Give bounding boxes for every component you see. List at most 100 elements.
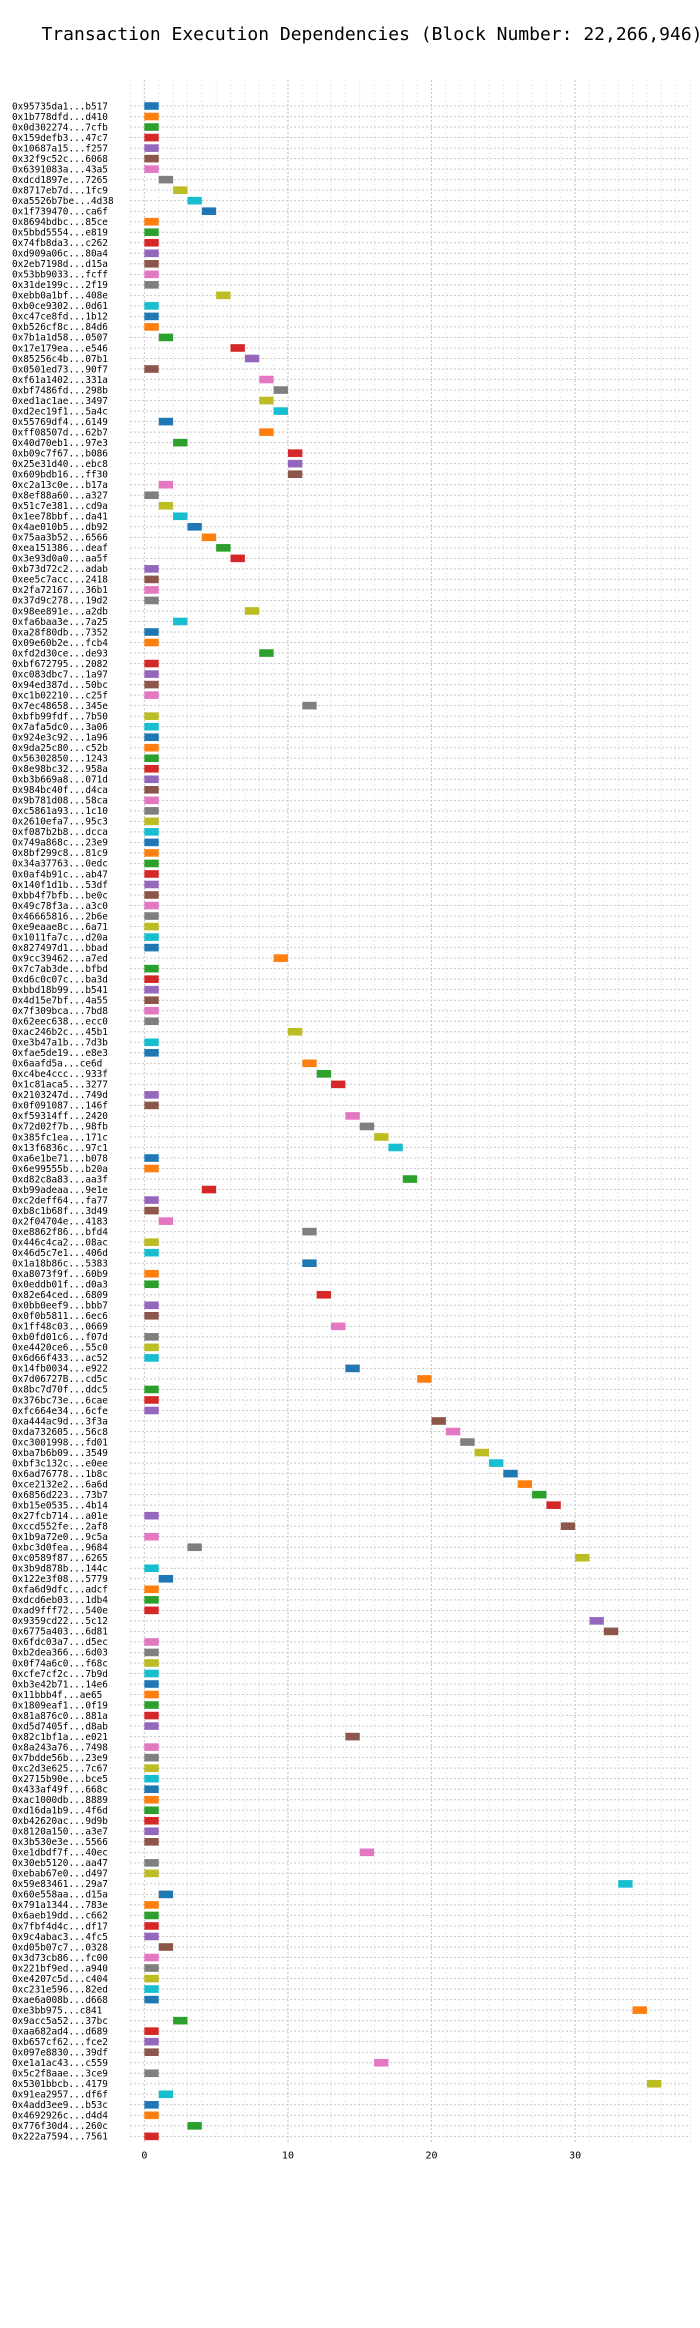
transaction-bar bbox=[503, 1469, 518, 1478]
transaction-label: 0x159defb3...47c7 bbox=[12, 133, 108, 144]
transaction-bar bbox=[144, 2027, 159, 2035]
transaction-bar bbox=[173, 2016, 188, 2025]
transaction-label: 0xba7b6b09...3549 bbox=[12, 1448, 108, 1459]
transaction-bar bbox=[201, 533, 217, 542]
transaction-label: 0x9b781d08...58ca bbox=[12, 796, 108, 807]
transaction-label: 0xd909a06c...80a4 bbox=[12, 249, 108, 260]
transaction-label: 0xee5c7acc...2418 bbox=[12, 575, 108, 586]
transaction-label: 0xf61a1402...331a bbox=[12, 375, 108, 386]
transaction-label: 0xc3001998...fd01 bbox=[12, 1437, 108, 1448]
transaction-bar bbox=[144, 228, 159, 237]
transaction-label: 0x140f1d1b...53df bbox=[12, 880, 108, 891]
transaction-bar bbox=[144, 659, 159, 668]
transaction-label: 0x40d70eb1...97e3 bbox=[12, 438, 108, 449]
transaction-bar bbox=[144, 1269, 159, 1278]
transaction-label: 0x5c2f8aae...3ce9 bbox=[12, 2069, 108, 2080]
transaction-label: 0xe1a1ac43...c559 bbox=[12, 2058, 108, 2069]
transaction-bar bbox=[144, 849, 159, 857]
transaction-label: 0xc47ce8fd...1b12 bbox=[12, 312, 108, 323]
transaction-label: 0x95735da1...b517 bbox=[12, 101, 108, 112]
transaction-label: 0x5bbd5554...e819 bbox=[12, 228, 108, 239]
transaction-label: 0x827497d1...bbad bbox=[12, 943, 108, 954]
transaction-bar bbox=[402, 1175, 418, 1183]
transaction-bar bbox=[144, 1669, 159, 1678]
transaction-bar bbox=[546, 1501, 561, 1509]
transaction-label: 0xebb0a1bf...408e bbox=[12, 291, 108, 302]
transaction-label: 0x7fbf4d4c...df17 bbox=[12, 1921, 108, 1932]
transaction-bar bbox=[144, 817, 159, 826]
transaction-label: 0x376bc73e...6cae bbox=[12, 1395, 108, 1406]
transaction-bar bbox=[144, 743, 159, 752]
transaction-label: 0x1b778dfd...d410 bbox=[12, 112, 108, 123]
transaction-label: 0xbf672795...2082 bbox=[12, 659, 108, 670]
transaction-bar bbox=[302, 1227, 317, 1236]
transaction-bar bbox=[144, 786, 159, 794]
transaction-bar bbox=[316, 1290, 332, 1299]
transaction-label: 0x3b9d878b...144c bbox=[12, 1564, 108, 1575]
transaction-bar bbox=[173, 186, 188, 194]
transaction-label: 0xd16da1b9...4f6d bbox=[12, 1806, 108, 1817]
transaction-label: 0xc2deff64...fa77 bbox=[12, 1195, 108, 1206]
transaction-label: 0x221bf9ed...a940 bbox=[12, 1963, 108, 1974]
transaction-bar bbox=[144, 1343, 159, 1352]
transaction-bar bbox=[144, 1995, 159, 2004]
transaction-label: 0x51c7e381...cd9a bbox=[12, 501, 108, 512]
transaction-bar bbox=[158, 2090, 174, 2099]
transaction-bar bbox=[144, 691, 159, 699]
transaction-bar bbox=[144, 764, 159, 773]
transaction-bar bbox=[144, 1774, 159, 1783]
transaction-bar bbox=[144, 123, 159, 131]
transaction-bar bbox=[302, 701, 317, 710]
transaction-label: 0xad9fff72...540e bbox=[12, 1606, 108, 1617]
transaction-label: 0x31de199c...2f19 bbox=[12, 280, 108, 291]
transaction-bar bbox=[144, 1795, 159, 1804]
transaction-label: 0xa8073f9f...60b9 bbox=[12, 1269, 108, 1280]
transaction-bar bbox=[144, 1722, 159, 1730]
transaction-label: 0xccd552fe...2af8 bbox=[12, 1522, 108, 1533]
transaction-bar bbox=[144, 1406, 159, 1415]
transaction-label: 0xac1000db...8889 bbox=[12, 1795, 108, 1806]
transaction-label: 0x6aeb19dd...c662 bbox=[12, 1911, 108, 1922]
transaction-label: 0x37d9c278...19d2 bbox=[12, 596, 108, 607]
transaction-bar bbox=[144, 1701, 159, 1709]
transaction-label: 0x8694bdbc...85ce bbox=[12, 217, 108, 228]
transaction-bar bbox=[144, 281, 159, 289]
transaction-bar bbox=[144, 260, 159, 268]
transaction-bar bbox=[144, 144, 159, 152]
transaction-bar bbox=[603, 1627, 619, 1636]
transaction-bar bbox=[144, 1827, 159, 1836]
transaction-bar bbox=[144, 859, 159, 868]
transaction-label: 0x49c78f3a...a3c0 bbox=[12, 901, 108, 912]
transaction-bar bbox=[144, 1659, 159, 1667]
transaction-label: 0xf59314ff...2420 bbox=[12, 1111, 108, 1122]
transaction-bar bbox=[144, 2132, 159, 2141]
transaction-label: 0x56302850...1243 bbox=[12, 754, 108, 765]
transaction-label: 0xfae5de19...e8e3 bbox=[12, 1048, 108, 1059]
transaction-bar bbox=[144, 1711, 159, 1720]
transaction-label: 0xdcd1897e...7265 bbox=[12, 175, 108, 186]
transaction-bar bbox=[144, 880, 159, 889]
transaction-bar bbox=[230, 554, 245, 563]
x-tick-label: 0 bbox=[141, 2150, 147, 2161]
transaction-bar bbox=[144, 2048, 159, 2056]
transaction-bar bbox=[173, 512, 188, 521]
transaction-bar bbox=[632, 2006, 647, 2014]
transaction-bar bbox=[144, 680, 159, 689]
transaction-bar bbox=[144, 1312, 159, 1320]
transaction-bar bbox=[144, 1532, 159, 1541]
transaction-bar bbox=[187, 1543, 202, 1552]
transaction-label: 0x1011fa7c...d20a bbox=[12, 932, 108, 943]
transaction-bar bbox=[460, 1438, 475, 1446]
transaction-label: 0xbf7486fd...298b bbox=[12, 385, 108, 396]
transaction-bar bbox=[618, 1880, 633, 1888]
transaction-bar bbox=[144, 165, 159, 173]
grid bbox=[129, 80, 691, 2143]
transaction-bar bbox=[144, 1017, 159, 1026]
transaction-label: 0x72d02f7b...98fb bbox=[12, 1122, 108, 1133]
transaction-label: 0xa5526b7be...4d38 bbox=[12, 196, 114, 207]
transaction-label: 0xc0589f87...6265 bbox=[12, 1553, 108, 1564]
transaction-bar bbox=[144, 1690, 159, 1699]
transaction-bar bbox=[144, 1638, 159, 1646]
transaction-label: 0x55769df4...6149 bbox=[12, 417, 108, 428]
transaction-bar bbox=[589, 1617, 604, 1625]
